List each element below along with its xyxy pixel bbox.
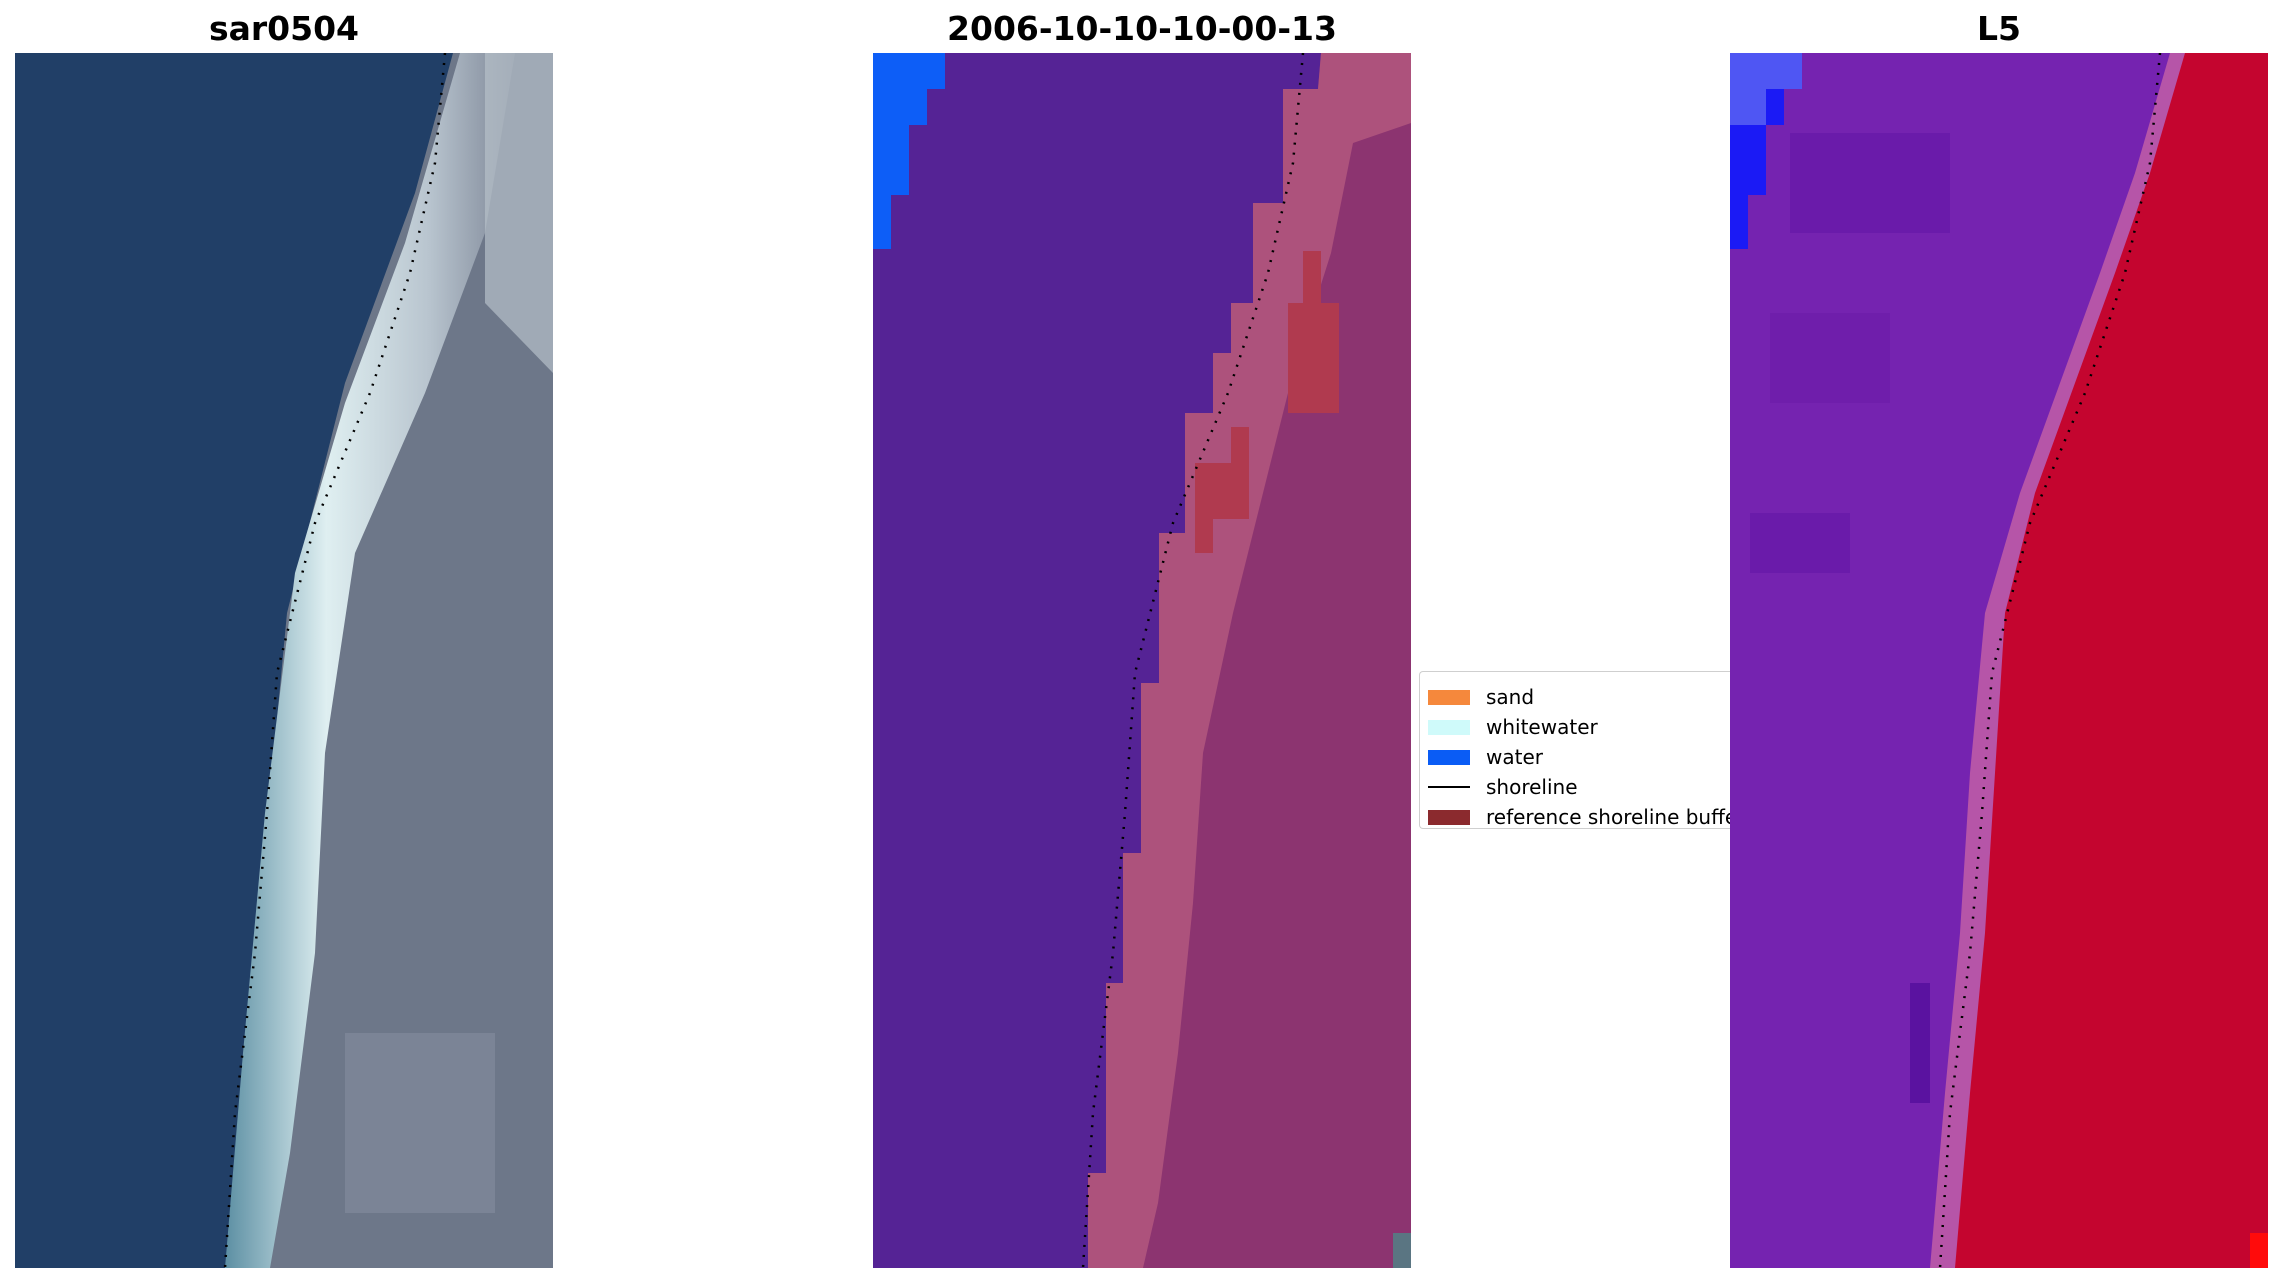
index-image	[1730, 53, 2268, 1268]
water-class	[873, 53, 945, 249]
shoreline-line-icon	[1428, 786, 1470, 788]
dark-patch-2	[1770, 313, 1890, 403]
surf-zone	[225, 53, 515, 1268]
legend-label-whitewater: whitewater	[1486, 715, 1598, 739]
legend-item-shoreline: shoreline	[1428, 774, 1578, 800]
legend-label-sand: sand	[1486, 685, 1535, 709]
reference-buffer-upper	[1288, 251, 1339, 413]
legend-item-reference-buffer: reference shoreline buffer	[1428, 804, 1730, 829]
upper-beach	[485, 53, 553, 373]
land-patch	[345, 1033, 495, 1213]
dark-patch-1	[1790, 133, 1950, 233]
dark-patch-4	[1910, 983, 1930, 1103]
sand-swatch-icon	[1428, 689, 1470, 705]
whitewater-swatch-icon	[1428, 719, 1470, 735]
land-index-area	[1955, 53, 2268, 1268]
legend-label-reference-buffer: reference shoreline buffer	[1486, 805, 1730, 829]
panel-title-index: L5	[1977, 9, 2021, 48]
legend-label-shoreline: shoreline	[1486, 775, 1578, 799]
classified-image-panel	[873, 53, 1411, 1268]
classified-image	[873, 53, 1411, 1268]
legend-label-water: water	[1486, 745, 1543, 769]
panel-title-classified: 2006-10-10-10-00-13	[947, 9, 1337, 48]
buffer-swatch-icon	[1428, 809, 1470, 825]
legend-item-water: water	[1428, 744, 1543, 770]
corner-pixel	[1393, 1233, 1411, 1268]
rgb-image	[15, 53, 553, 1268]
legend-item-sand: sand	[1428, 684, 1534, 710]
index-image-panel	[1730, 53, 2268, 1268]
dark-patch-3	[1750, 513, 1850, 573]
corner-pixel	[2250, 1233, 2268, 1268]
legend: sand whitewater water shoreline referenc…	[1419, 671, 1730, 829]
water-swatch-icon	[1428, 749, 1470, 765]
legend-item-whitewater: whitewater	[1428, 714, 1598, 740]
panel-title-rgb: sar0504	[208, 9, 360, 48]
foam-class	[1088, 53, 1411, 1268]
reference-buffer-lower	[1195, 427, 1249, 553]
blue-water-light	[1730, 53, 1802, 125]
rgb-image-panel	[15, 53, 553, 1268]
